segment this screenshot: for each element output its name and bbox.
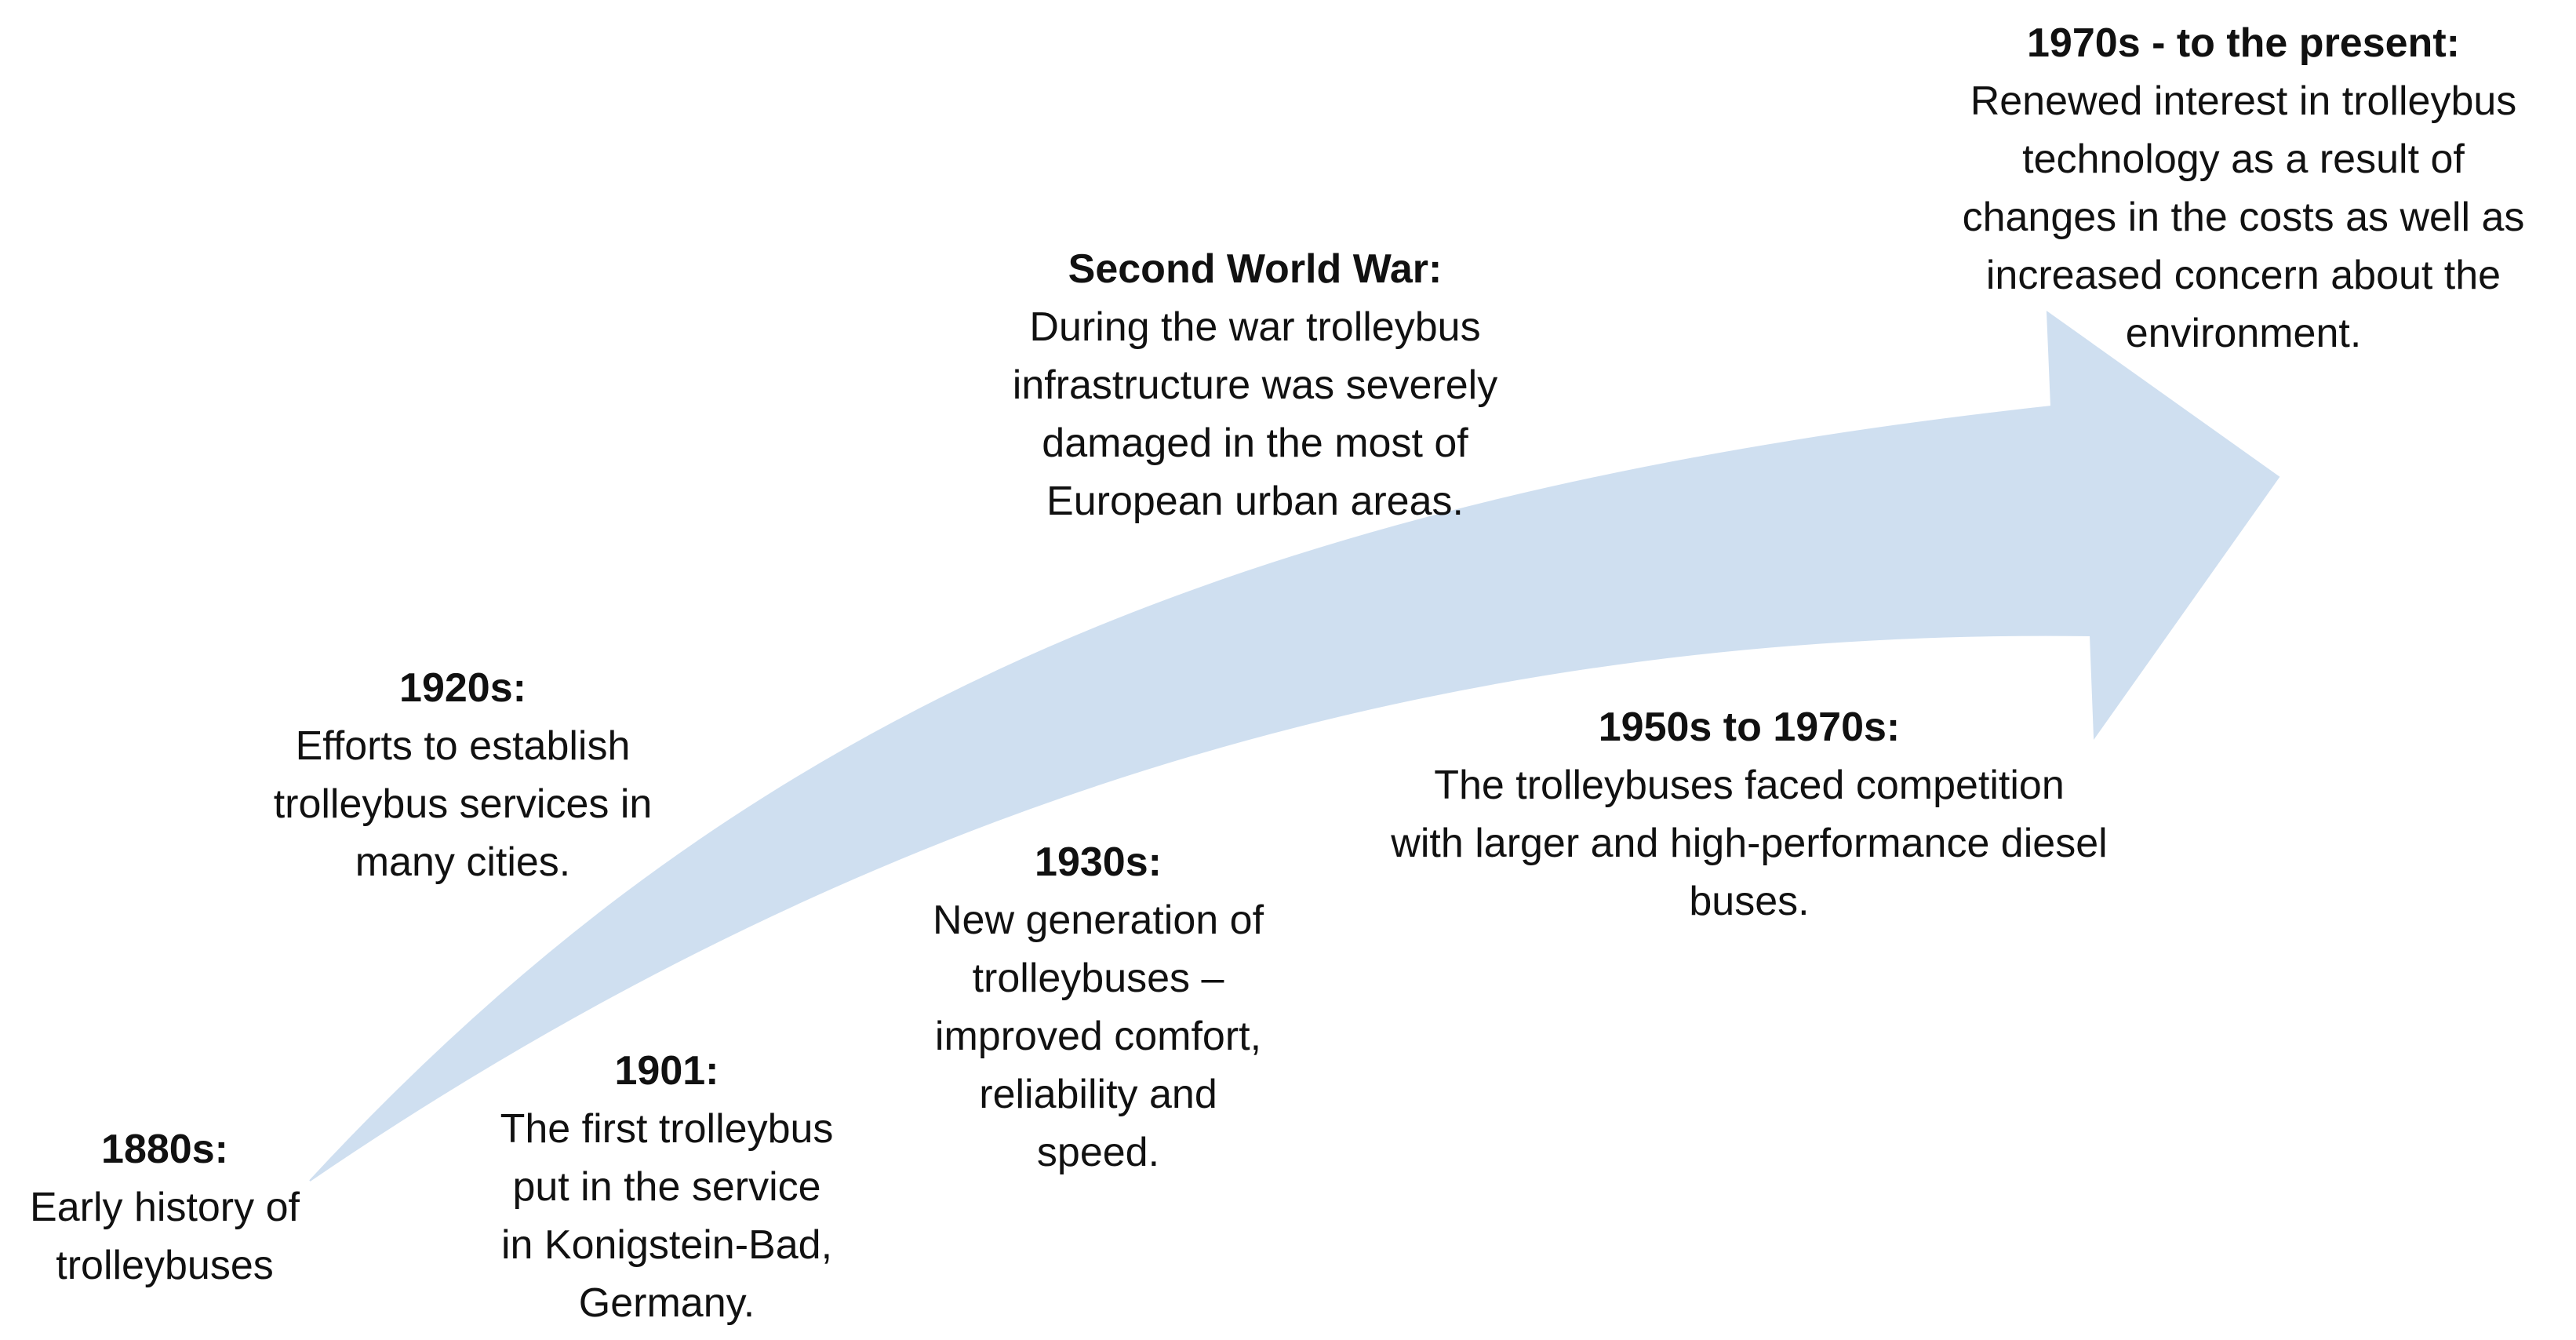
milestone-line: European urban areas. (1046, 479, 1464, 524)
milestone-line: trolleybus services in (273, 781, 653, 827)
milestone-line: Early history of (30, 1185, 300, 1230)
milestone-1901: 1901: The first trolleybus put in the se… (447, 1042, 886, 1332)
milestone-line: many cities. (355, 839, 571, 885)
milestone-line: environment. (2125, 311, 2362, 356)
milestone-line: technology as a result of (2022, 137, 2465, 182)
milestone-line: Renewed interest in trolleybus (1970, 78, 2517, 124)
milestone-line: The trolleybuses faced competition (1434, 763, 2065, 808)
milestone-line: During the war trolleybus (1029, 304, 1481, 350)
milestone-line: reliability and (979, 1072, 1217, 1117)
milestone-line: The first trolleybus (500, 1106, 834, 1152)
milestone-line: infrastructure was severely (1012, 362, 1498, 408)
milestone-line: New generation of (932, 898, 1264, 943)
milestone-label: 1920s: (399, 665, 526, 711)
milestone-1950s-to-1970s: 1950s to 1970s: The trolleybuses faced c… (1286, 698, 2212, 930)
milestone-label: 1970s - to the present: (2027, 20, 2460, 66)
milestone-line: in Konigstein-Bad, (500, 1222, 833, 1268)
milestone-line: changes in the costs as well as (1962, 195, 2525, 240)
milestone-label: 1880s: (101, 1127, 228, 1172)
milestone-1970s-to-present: 1970s - to the present: Renewed interest… (1914, 14, 2573, 362)
milestone-line: speed. (1036, 1130, 1160, 1175)
milestone-line: damaged in the most of (1042, 421, 1468, 466)
milestone-line: improved comfort, (934, 1014, 1262, 1059)
milestone-line: Efforts to establish (295, 723, 631, 769)
timeline-arrow-shape (309, 311, 2280, 1182)
milestone-line: Germany. (578, 1280, 755, 1326)
milestone-line: trolleybuses (56, 1243, 274, 1288)
milestone-1920s: 1920s: Efforts to establish trolleybus s… (227, 659, 698, 891)
milestone-line: trolleybuses – (972, 956, 1224, 1001)
milestone-label: 1901: (614, 1048, 719, 1094)
milestone-label: 1930s: (1035, 839, 1162, 885)
milestone-line: increased concern about the (1985, 253, 2501, 298)
milestone-second-world-war: Second World War: During the war trolley… (957, 240, 1553, 530)
milestone-line: with larger and high-performance diesel (1391, 821, 2108, 866)
milestone-line: buses. (1689, 879, 1810, 924)
milestone-line: put in the service (512, 1164, 821, 1210)
milestone-label: Second World War: (1068, 246, 1443, 292)
milestone-1930s: 1930s: New generation of trolleybuses – … (879, 833, 1318, 1182)
milestone-1880s: 1880s: Early history of trolleybuses (8, 1120, 322, 1294)
milestone-label: 1950s to 1970s: (1598, 705, 1901, 750)
